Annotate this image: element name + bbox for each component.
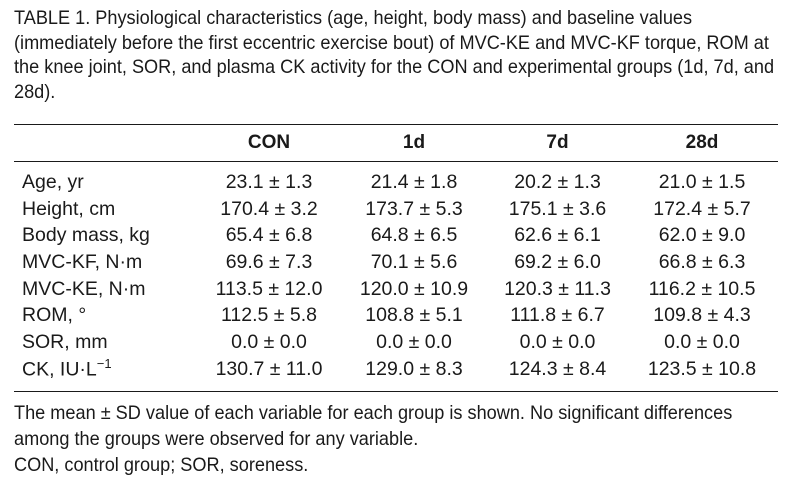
cell-value: 65.4 ± 6.8 [225,224,313,247]
cell-value: 64.8 ± 6.5 [370,224,458,247]
table-header-row: CON 1d 7d 28d [14,125,778,161]
table-row: CK, IU·L−1 130.7 ± 11.0 129.0 ± 8.3 124.… [14,356,778,383]
column-header-con: CON [247,132,291,153]
cell-value: 69.6 ± 7.3 [225,250,313,273]
cell-value: 175.1 ± 3.6 [508,197,607,220]
data-table: CON 1d 7d 28d Age, yr 23.1 ± 1.3 21.4 ± … [14,125,778,383]
table-row: SOR, mm 0.0 ± 0.0 0.0 ± 0.0 0.0 ± 0.0 0.… [14,329,778,356]
row-label: Body mass, kg [22,224,150,247]
column-header-28d: 28d [685,132,719,153]
cell-value: 109.8 ± 4.3 [653,304,751,327]
row-label: ROM, ° [22,304,87,327]
cell-value: 20.2 ± 1.3 [514,170,601,193]
cell-value: 129.0 ± 8.3 [365,357,463,380]
cell-value: 0.0 ± 0.0 [519,330,596,353]
table-row: ROM, ° 112.5 ± 5.8 108.8 ± 5.1 111.8 ± 6… [14,302,778,329]
row-label: CK, IU·L−1 [22,356,112,381]
cell-value: 170.4 ± 3.2 [220,197,318,220]
cell-value: 116.2 ± 10.5 [648,277,756,300]
table-row: Body mass, kg 65.4 ± 6.8 64.8 ± 6.5 62.6… [14,222,778,249]
cell-value: 23.1 ± 1.3 [225,170,313,193]
cell-value: 21.0 ± 1.5 [658,170,746,193]
header-rule [14,161,778,162]
table-row: MVC-KF, N·m 69.6 ± 7.3 70.1 ± 5.6 69.2 ±… [14,249,778,276]
cell-value: 21.4 ± 1.8 [370,170,458,193]
cell-value: 172.4 ± 5.7 [653,197,751,220]
table-row: Age, yr 23.1 ± 1.3 21.4 ± 1.8 20.2 ± 1.3… [14,161,778,196]
row-label: SOR, mm [22,330,108,353]
row-label: MVC-KE, N·m [22,277,146,300]
column-header-1d: 1d [402,132,426,153]
table-row: MVC-KE, N·m 113.5 ± 12.0 120.0 ± 10.9 12… [14,276,778,303]
cell-value: 62.0 ± 9.0 [658,224,746,247]
cell-value: 66.8 ± 6.3 [658,250,746,273]
cell-value: 130.7 ± 11.0 [215,357,323,380]
column-header-7d: 7d [546,132,569,153]
cell-value: 0.0 ± 0.0 [231,330,307,353]
footnote-mean-sd: The mean ± SD value of each variable for… [14,402,733,450]
cell-value: 120.3 ± 11.3 [504,277,611,300]
column-header [14,125,199,161]
table-footnotes: The mean ± SD value of each variable for… [14,400,789,478]
cell-value: 173.7 ± 5.3 [365,197,463,220]
top-rule [14,124,778,125]
cell-value: 0.0 ± 0.0 [376,330,452,353]
cell-value: 70.1 ± 5.6 [370,250,458,273]
cell-value: 111.8 ± 6.7 [510,304,605,327]
table-row: Height, cm 170.4 ± 3.2 173.7 ± 5.3 175.1… [14,196,778,223]
table-caption: TABLE 1. Physiological characteristics (… [14,7,775,103]
cell-value: 108.8 ± 5.1 [365,304,463,327]
cell-value: 0.0 ± 0.0 [664,330,740,353]
footnote-abbreviations: CON, control group; SOR, soreness. [14,454,309,476]
row-label: MVC-KF, N·m [22,250,143,273]
cell-value: 62.6 ± 6.1 [514,224,601,247]
cell-value: 120.0 ± 10.9 [359,277,469,300]
cell-value: 113.5 ± 12.0 [215,277,323,300]
cell-value: 69.2 ± 6.0 [514,250,601,273]
bottom-rule [14,391,778,392]
cell-value: 112.5 ± 5.8 [221,304,317,327]
exponent: −1 [96,356,112,372]
row-label: Height, cm [22,197,116,220]
cell-value: 124.3 ± 8.4 [508,357,607,380]
row-label: Age, yr [22,170,84,193]
cell-value: 123.5 ± 10.8 [647,357,757,380]
